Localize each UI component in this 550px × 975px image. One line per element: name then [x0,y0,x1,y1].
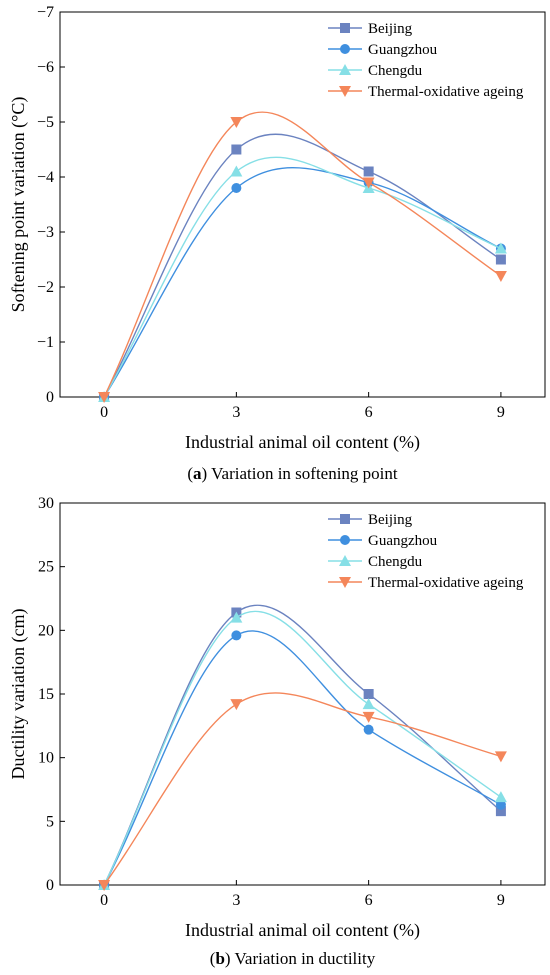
legend-label: Guangzhou [368,533,438,549]
legend-label: Chengdu [368,554,423,570]
data-point [230,117,243,128]
y-tick-label: 0 [46,389,54,406]
x-tick-label: 9 [497,404,505,421]
data-point [230,611,243,623]
y-tick-label: −5 [37,114,54,131]
legend-marker [340,23,350,33]
caption-text: Variation in ductility [235,949,376,968]
data-point [98,392,111,403]
caption-paren-close: ) [202,464,212,483]
y-tick-label: 25 [38,559,54,576]
data-point [231,183,242,193]
caption-paren-open: ( [210,949,216,968]
x-tick-label: 6 [365,892,373,909]
legend-marker [339,555,351,566]
plot-frame [59,502,546,886]
series-line-thermal-oxidative-ageing [103,692,502,886]
data-point [230,165,243,177]
chart-a: 0 3 6 9 0 −1 −2 −3 −4 −5 −6 −7 Industrial animal oil… [8,4,546,483]
y-tick-label: −2 [37,279,54,296]
legend-marker [339,577,351,588]
x-tick-label: 6 [365,404,373,421]
y-tick-label: −3 [37,224,54,241]
series-line-guangzhou [103,167,502,398]
y-tick-label: −4 [37,169,54,186]
x-tick-label: 3 [232,892,240,909]
caption-letter: b [215,949,224,968]
data-point [363,689,374,699]
data-point [495,254,506,265]
data-point [494,751,507,763]
y-axis-label: Softening point variation (°C) [8,97,29,313]
legend-label: Beijing [368,512,413,528]
caption-letter: a [193,464,202,483]
x-tick-label: 3 [232,404,240,421]
y-tick-label: 20 [38,622,54,639]
y-tick-label: 15 [38,686,54,703]
y-tick-label: 0 [46,877,54,894]
figure-caption: (b) Variation in ductility [210,949,376,968]
figure-caption: (a) Variation in softening point [187,464,398,483]
legend-marker [340,514,350,524]
legend-marker [339,64,351,75]
legend-label: Beijing [368,21,413,37]
legend-label: Thermal-oxidative ageing [368,84,524,100]
data-point [494,242,507,254]
data-point [230,699,243,711]
y-tick-label: 30 [38,495,54,512]
caption-paren-close: ) [225,949,235,968]
data-point [495,799,506,810]
series-line-guangzhou [103,630,502,886]
data-point [363,724,374,735]
series-line-chengdu [103,610,502,886]
x-tick-label: 0 [100,892,108,909]
x-tick-label: 0 [100,404,108,421]
series-line-chengdu [103,156,502,398]
data-point [363,166,374,177]
series-line-beijing [103,133,502,398]
y-tick-label: −1 [37,334,54,351]
caption-paren-open: ( [187,464,193,483]
x-axis-label: Industrial animal oil content (%) [185,432,420,453]
data-point [494,791,507,803]
data-point [231,630,242,641]
caption-text: Variation in softening point [211,464,398,483]
x-tick-label: 9 [497,892,505,909]
y-axis-label: Ductility variation (cm) [8,609,29,780]
legend-label: Guangzhou [368,42,438,58]
legend-label: Thermal-oxidative ageing [368,575,524,591]
y-tick-label: 10 [38,750,54,767]
data-point [362,177,375,189]
plot-frame [59,11,546,398]
legend-label: Chengdu [368,63,423,79]
data-point [98,880,111,891]
series-line-thermal-oxidative-ageing [103,111,502,398]
data-point [362,698,375,710]
legend-marker [339,86,351,97]
y-tick-label: −6 [37,59,54,76]
legend-marker [340,535,350,545]
data-point [362,711,375,723]
data-point [495,806,506,817]
data-point [494,271,507,282]
x-axis-label: Industrial animal oil content (%) [185,920,420,941]
y-tick-label: −7 [37,4,54,21]
y-tick-label: 5 [46,813,54,830]
data-point [231,144,242,155]
series-line-beijing [103,604,502,886]
chart-b: 0 3 6 9 0 5 10 15 20 25 30 Industrial animal oil co… [8,495,546,968]
legend-marker [340,44,350,54]
